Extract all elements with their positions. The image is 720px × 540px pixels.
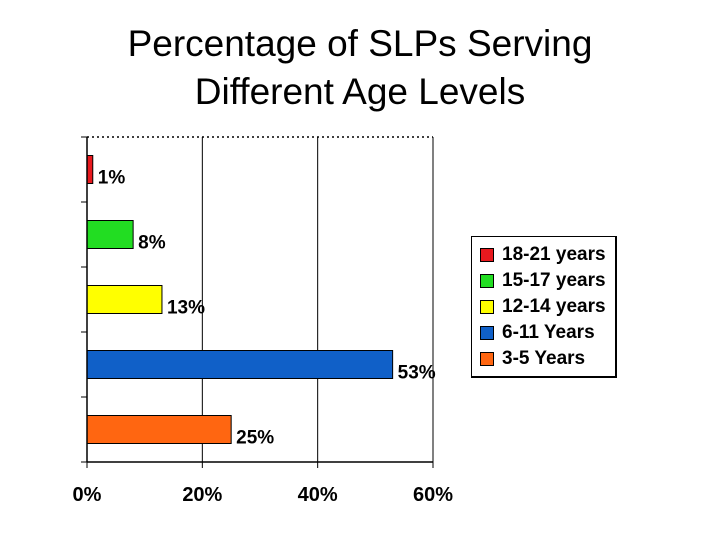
legend-swatch — [480, 300, 494, 314]
legend-item: 12-14 years — [480, 294, 615, 320]
chart-title: Percentage of SLPs Serving Different Age… — [0, 20, 720, 116]
legend-item: 18-21 years — [480, 242, 615, 268]
data-label: 53% — [398, 363, 436, 384]
legend-item: 15-17 years — [480, 268, 615, 294]
legend-item: 3-5 Years — [480, 346, 615, 372]
legend-swatch — [480, 352, 494, 366]
chart-title-line-2: Different Age Levels — [194, 71, 526, 112]
bar — [86, 350, 394, 379]
grid-layer — [87, 136, 434, 462]
chart-title-line-1: Percentage of SLPs Serving — [127, 23, 593, 64]
legend-label: 15-17 years — [502, 270, 606, 291]
bar — [86, 155, 94, 184]
x-tick-label: 0% — [73, 484, 102, 506]
label-layer: 1% 8% 13% 53% 25% 0% 20% 40% 60% — [73, 168, 454, 507]
bar-layer — [86, 155, 394, 444]
data-label: 13% — [167, 298, 205, 319]
legend-label: 3-5 Years — [502, 348, 586, 369]
data-label: 8% — [138, 233, 166, 254]
data-label: 25% — [236, 428, 274, 449]
x-tick-label: 40% — [298, 484, 338, 506]
legend-label: 12-14 years — [502, 296, 606, 317]
x-tick-label: 60% — [413, 484, 453, 506]
legend: 18-21 years 15-17 years 12-14 years 6-11… — [471, 236, 617, 378]
legend-swatch — [480, 326, 494, 340]
legend-item: 6-11 Years — [480, 320, 615, 346]
bar — [86, 220, 134, 249]
bar — [86, 285, 163, 314]
legend-swatch — [480, 248, 494, 262]
bar — [86, 415, 232, 444]
legend-swatch — [480, 274, 494, 288]
data-label: 1% — [98, 168, 126, 189]
legend-label: 6-11 Years — [502, 322, 595, 343]
x-tick-label: 20% — [182, 484, 222, 506]
legend-label: 18-21 years — [502, 244, 606, 265]
axis-layer — [81, 136, 434, 468]
